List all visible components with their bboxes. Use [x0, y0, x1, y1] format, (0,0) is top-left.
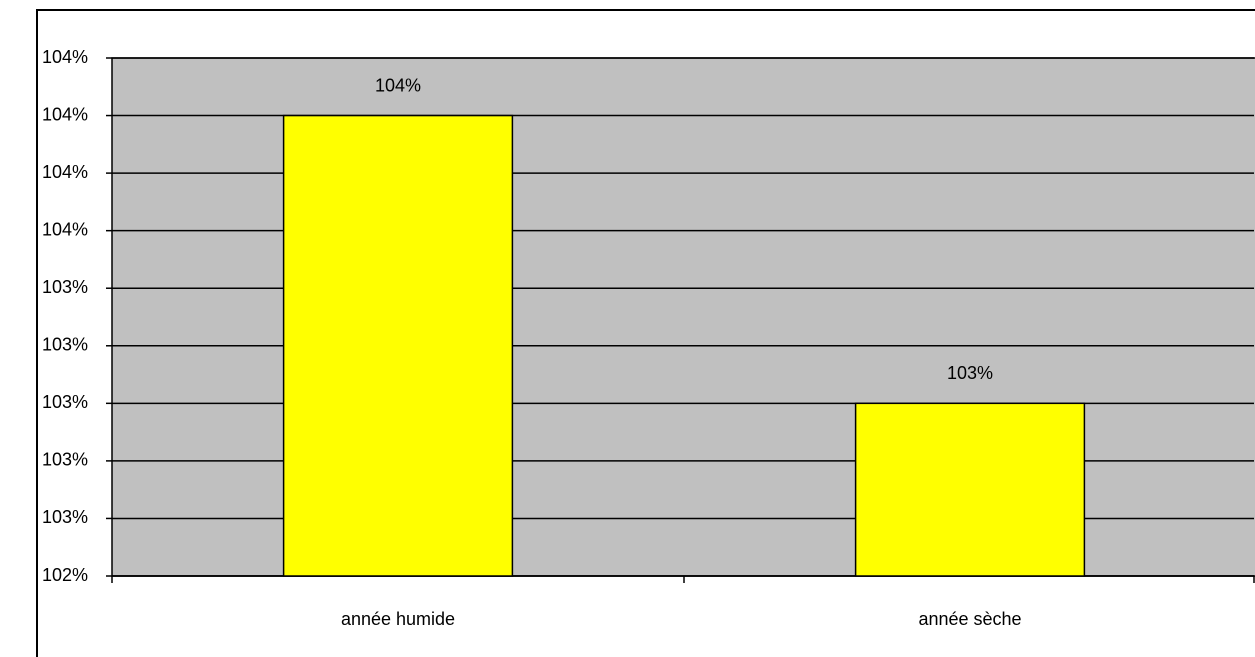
x-tick-label: année sèche [918, 609, 1021, 629]
y-tick-label: 103% [42, 450, 88, 470]
y-tick-label: 103% [42, 335, 88, 355]
bar [854, 402, 1086, 577]
bar [282, 114, 514, 577]
y-tick-label: 103% [42, 392, 88, 412]
y-tick-label: 104% [42, 104, 88, 124]
y-tick-label: 104% [42, 219, 88, 239]
y-tick-label: 104% [42, 162, 88, 182]
y-tick-label: 103% [42, 507, 88, 527]
x-tick-label: année humide [341, 609, 455, 629]
y-tick-label: 103% [42, 277, 88, 297]
value-label: 104% [375, 75, 421, 95]
y-tick-label: 104% [42, 47, 88, 67]
value-label: 103% [947, 363, 993, 383]
y-tick-label: 102% [42, 565, 88, 585]
